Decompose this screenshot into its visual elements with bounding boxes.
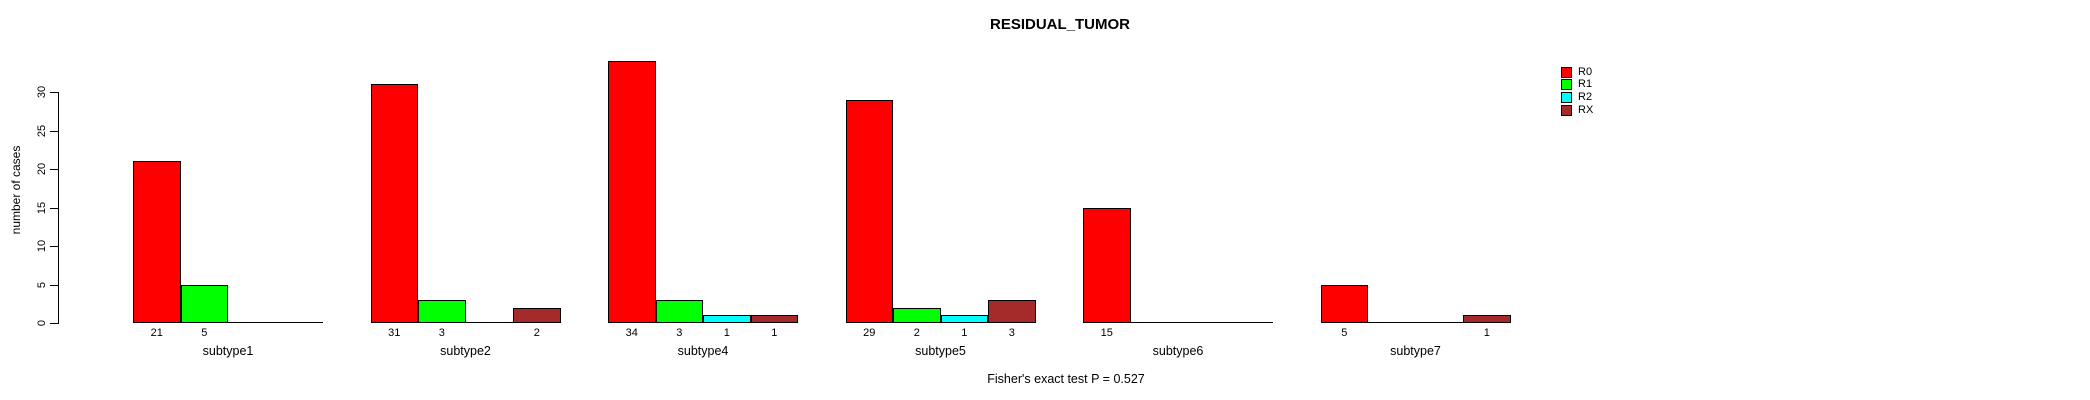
bar-R0-subtype2: [370, 84, 418, 323]
bar-R1-subtype5: [893, 307, 941, 323]
bar-RX-subtype5: [988, 299, 1036, 323]
category-label-subtype5: subtype5: [915, 344, 966, 358]
bar-value-label: 1: [961, 327, 968, 339]
bar-value-label: 1: [723, 327, 730, 339]
bar-value-label: 3: [438, 327, 445, 339]
legend-label-R2: R2: [1578, 90, 1593, 103]
bar-value-label: 3: [1008, 327, 1015, 339]
legend-item-RX: RX: [1561, 104, 1593, 116]
legend-label-R0: R0: [1578, 65, 1593, 78]
y-tick-label: 30: [36, 85, 48, 99]
bar-R1-subtype2: [418, 299, 466, 323]
bar-R1-subtype1: [180, 284, 228, 323]
group-baseline: [1320, 322, 1511, 323]
legend-label-RX: RX: [1578, 103, 1594, 116]
y-tick-label: 25: [36, 124, 48, 137]
legend-label-R1: R1: [1578, 78, 1593, 91]
bar-value-label: 31: [388, 327, 401, 339]
bar-RX-subtype2: [513, 307, 561, 323]
bar-value-label: 3: [676, 327, 683, 339]
bar-R0-subtype7: [1320, 284, 1368, 323]
bar-value-label: 15: [1100, 327, 1113, 339]
bar-R0-subtype5: [845, 99, 893, 323]
category-label-subtype1: subtype1: [202, 344, 254, 358]
y-tick-label: 15: [36, 201, 48, 214]
category-label-subtype4: subtype4: [677, 344, 729, 358]
category-label-subtype2: subtype2: [440, 344, 491, 358]
chart-title: RESIDUAL_TUMOR: [989, 16, 1131, 33]
bar-R0-subtype1: [133, 161, 181, 323]
bar-value-label: 1: [771, 327, 778, 339]
bar-R2-subtype5: [940, 315, 988, 323]
bar-R1-subtype4: [655, 299, 703, 323]
category-label-subtype6: subtype6: [1152, 344, 1204, 358]
y-tick-mark: [50, 169, 58, 170]
y-tick-mark: [50, 92, 58, 93]
bar-R0-subtype6: [1083, 207, 1131, 323]
bar-value-label: 2: [913, 327, 920, 339]
y-tick-mark: [50, 284, 58, 286]
y-tick-label: 10: [36, 239, 48, 253]
y-tick-mark: [50, 130, 58, 132]
bar-RX-subtype4: [750, 315, 798, 323]
group-baseline: [1083, 322, 1273, 323]
y-tick-label: 5: [36, 281, 48, 288]
legend-item-R2: R2: [1561, 91, 1592, 103]
y-tick-mark: [50, 207, 58, 209]
y-axis-line: [58, 92, 59, 324]
y-tick-label: 0: [36, 319, 48, 327]
fisher-test-annotation: Fisher's exact test P = 0.527: [987, 372, 1145, 386]
legend-item-R0: R0: [1561, 66, 1592, 78]
legend-item-R1: R1: [1561, 79, 1592, 91]
bar-value-label: 2: [533, 327, 540, 339]
bar-value-label: 1: [1483, 327, 1490, 339]
bar-value-label: 29: [863, 327, 876, 339]
bar-value-label: 34: [625, 327, 638, 339]
bar-value-label: 5: [1341, 327, 1348, 339]
group-baseline: [370, 322, 561, 323]
legend-swatch-R2: [1561, 91, 1572, 103]
y-tick-mark: [50, 323, 58, 324]
legend-swatch-R0: [1561, 66, 1572, 78]
y-tick-label: 20: [36, 162, 48, 176]
bar-RX-subtype7: [1463, 315, 1511, 323]
bar-R2-subtype4: [703, 315, 751, 323]
bar-value-label: 21: [150, 327, 163, 339]
y-axis-title: number of cases: [9, 145, 23, 235]
legend-swatch-R1: [1561, 79, 1572, 91]
group-baseline: [133, 322, 323, 323]
legend-swatch-RX: [1561, 104, 1572, 116]
bar-value-label: 5: [201, 327, 208, 339]
y-tick-mark: [50, 246, 58, 247]
bar-R0-subtype4: [608, 61, 656, 323]
category-label-subtype7: subtype7: [1390, 344, 1441, 358]
